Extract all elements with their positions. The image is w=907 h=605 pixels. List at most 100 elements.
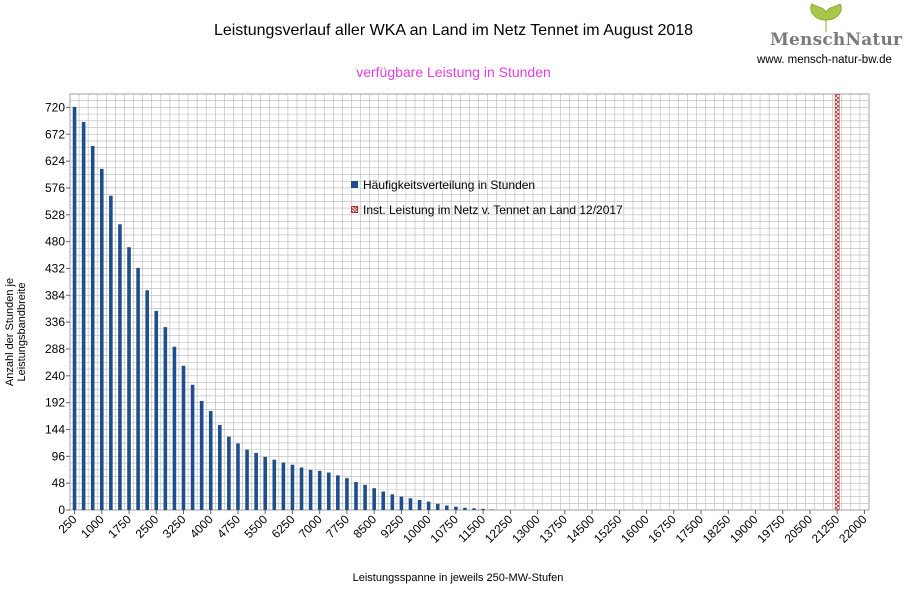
legend-swatch-crosshatch-icon [351, 206, 358, 213]
y-tick-label: 192 [45, 396, 65, 410]
bar [245, 449, 249, 510]
bar [490, 509, 494, 510]
bar [417, 499, 422, 510]
x-tick-label: 2500 [133, 512, 162, 541]
bar [372, 488, 376, 510]
bar [390, 494, 395, 510]
bar [236, 443, 240, 510]
x-tick-label: 5500 [242, 512, 271, 541]
y-tick-label: 528 [45, 208, 65, 222]
x-tick-label: 13000 [509, 512, 543, 546]
x-tick-label: 22000 [836, 512, 870, 546]
x-tick-label: 18250 [700, 512, 734, 546]
bar [363, 484, 367, 510]
x-tick-label: 7000 [296, 512, 325, 541]
x-tick-label: 8500 [351, 512, 380, 541]
legend-item-installed: Inst. Leistung im Netz v. Tennet an Land… [351, 203, 623, 217]
chart-title: Leistungsverlauf aller WKA an Land im Ne… [213, 22, 694, 39]
bar [81, 121, 86, 511]
bar [254, 452, 258, 510]
x-tick-label: 20500 [782, 512, 816, 546]
x-tick-label: 1750 [105, 512, 134, 541]
bar [336, 475, 340, 510]
x-axis-label: Leistungsspanne in jeweils 250-MW-Stufen [352, 572, 564, 584]
chart-subtitle: verfügbare Leistung in Stunden [356, 64, 551, 80]
x-tick-label: 7750 [323, 512, 352, 541]
y-tick-label: 672 [45, 127, 65, 141]
bar [435, 503, 440, 510]
bar [218, 425, 222, 510]
bar [136, 267, 140, 510]
bar [463, 507, 467, 510]
x-tick-label: 3250 [160, 512, 189, 541]
x-tick-label: 11500 [455, 512, 488, 545]
bar [281, 462, 286, 510]
bar [472, 508, 476, 510]
y-tick-label: 384 [45, 288, 65, 302]
bar [399, 496, 404, 510]
bar [408, 498, 413, 510]
x-tick-label: 4750 [214, 512, 243, 541]
y-tick-label: 336 [45, 315, 65, 329]
bar [90, 146, 95, 510]
y-tick-label: 432 [45, 261, 65, 275]
bar [199, 400, 204, 510]
x-tick-label: 12250 [482, 512, 516, 546]
logo-url: www. mensch-natur-bw.de [757, 54, 892, 66]
bar [145, 290, 149, 510]
y-tick-label: 720 [45, 100, 65, 114]
x-tick-label: 16750 [645, 512, 679, 546]
installed-capacity-marker [834, 93, 840, 511]
y-tick-label: 0 [58, 503, 65, 517]
bar [426, 501, 431, 510]
x-tick-label: 10750 [428, 512, 462, 546]
bar [181, 365, 186, 510]
x-tick-label: 10000 [400, 512, 434, 546]
bar [445, 505, 449, 510]
x-tick-label: 15250 [591, 512, 625, 546]
bar [354, 482, 358, 510]
bar [99, 168, 104, 510]
bar [163, 327, 168, 510]
bar [109, 195, 113, 511]
y-tick-label: 96 [52, 449, 66, 463]
legend-item-frequency: Häufigkeitsverteilung in Stunden [351, 178, 535, 192]
bar [172, 346, 177, 510]
bar [481, 508, 485, 510]
bar [208, 411, 213, 510]
bar [345, 478, 349, 510]
bar [154, 310, 159, 510]
x-tick-label: 21250 [809, 512, 843, 546]
bar [317, 470, 322, 510]
y-tick-label: 144 [45, 422, 65, 436]
bar [381, 491, 386, 510]
x-tick-label: 14500 [564, 512, 598, 546]
legend-label-installed: Inst. Leistung im Netz v. Tennet an Land… [363, 203, 623, 217]
y-axis-label: Anzahl der Stunden je Leistungsbandbreit… [4, 277, 28, 387]
bar [290, 464, 295, 510]
x-tick-label: 17500 [673, 512, 707, 546]
x-tick-label: 1000 [78, 512, 107, 541]
x-tick-label: 13750 [536, 512, 570, 546]
bar [326, 472, 331, 510]
bar [190, 384, 195, 510]
bar [127, 247, 131, 511]
y-tick-label: 480 [45, 235, 65, 249]
y-tick-label: 288 [45, 342, 65, 356]
bar [299, 467, 304, 510]
bar [118, 224, 122, 510]
logo-text: MenschNatur [770, 30, 903, 50]
bar [72, 106, 77, 510]
x-tick-label: 4000 [187, 512, 216, 541]
ginkgo-leaf-logo-icon [810, 3, 842, 32]
bar [272, 459, 277, 510]
x-tick-label: 19750 [754, 512, 788, 546]
x-tick-label: 19000 [727, 512, 761, 546]
y-tick-label: 576 [45, 181, 65, 195]
legend-label-frequency: Häufigkeitsverteilung in Stunden [363, 178, 536, 192]
y-tick-label: 624 [45, 154, 65, 168]
bar [454, 506, 458, 510]
bar [308, 469, 313, 510]
legend-swatch-square-icon [351, 181, 358, 188]
